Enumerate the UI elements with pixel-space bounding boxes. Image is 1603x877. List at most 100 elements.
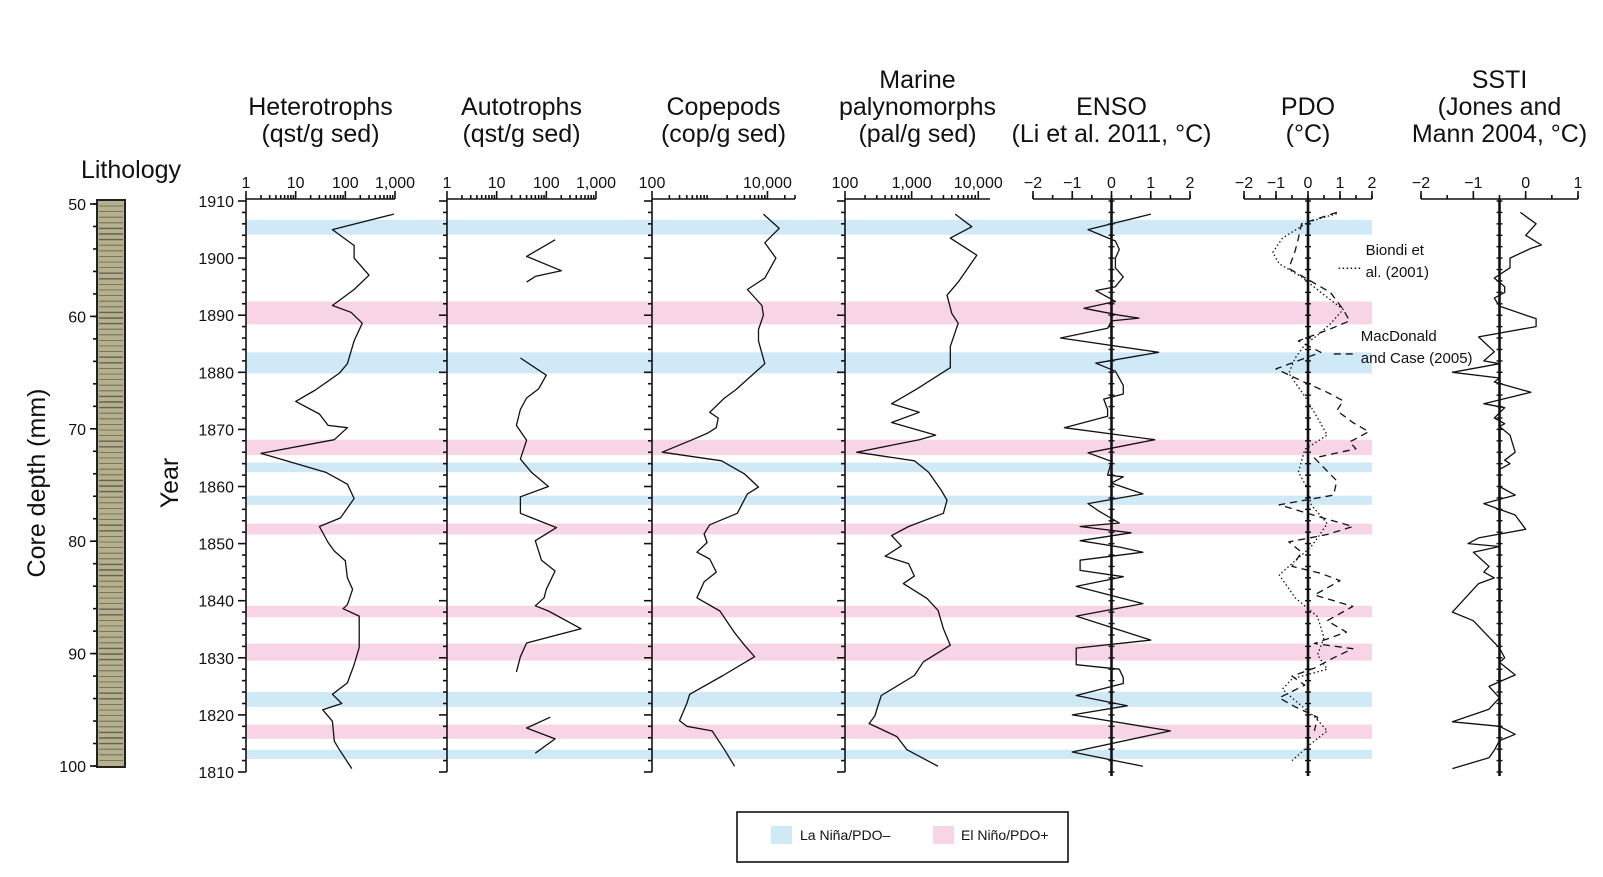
el-nino-band-4: [246, 643, 1372, 661]
panel-title-cop: (cop/g sed): [661, 120, 786, 148]
panel-title-cop: Copepods: [667, 93, 781, 121]
year-tick-label: 1890: [198, 308, 234, 325]
series-line-pdo-1-seg0: [1275, 211, 1370, 732]
x-tick-label-cop: 100: [639, 175, 666, 192]
year-tick-label: 1870: [198, 422, 234, 439]
depth-tick-label: 90: [68, 647, 86, 664]
legend: La Niña/PDO– El Niño/PDO+: [736, 811, 1069, 863]
el-nino-band-1: [246, 439, 1372, 456]
year-tick-label: 1860: [198, 480, 234, 497]
year-tick-label: 1900: [198, 251, 234, 268]
year-tick-label: 1880: [198, 365, 234, 382]
panel-title-het: Heterotrophs: [248, 93, 393, 121]
x-tick-label-aut: 1: [443, 175, 452, 192]
x-tick-label-pdo: −1: [1267, 175, 1285, 192]
panel-het: Heterotrophs(qst/g sed) 1 10 100 1,000: [238, 93, 415, 773]
climate-bands: [246, 219, 1372, 759]
year-axis-label: Year: [156, 458, 184, 509]
core-depth-label: Core depth (mm): [23, 389, 51, 578]
x-tick-label-enso: 0: [1107, 175, 1116, 192]
year-tick-label: 1850: [198, 537, 234, 554]
x-tick-label-het: 1: [242, 175, 251, 192]
x-tick-label-pal: 100: [832, 175, 859, 192]
la-nina-band-5: [246, 749, 1372, 759]
panel-title-pal: Marine: [879, 66, 955, 94]
depth-tick-label: 100: [59, 759, 86, 776]
year-tick-label: 1830: [198, 651, 234, 668]
el-nino-band-5: [246, 724, 1372, 739]
series-line-aut-seg2: [525, 716, 556, 754]
year-tick-label: 1810: [198, 765, 234, 782]
legend-swatch-la-nina: [771, 826, 792, 844]
pdo-annotation-text-0: Biondi et: [1366, 242, 1425, 259]
el-nino-band-0: [246, 301, 1372, 325]
panels: Heterotrophs(qst/g sed)1 10 100 1,000Autotr…: [238, 66, 1587, 776]
la-nina-band-1: [246, 352, 1372, 374]
year-tick-label: 1910: [198, 194, 234, 211]
legend-swatch-el-nino: [933, 826, 954, 844]
panel-enso: ENSO(Li et al. 2011, °C) −2 −1 0 1 2: [1012, 93, 1211, 776]
la-nina-band-2: [246, 462, 1372, 473]
depth-axis: 50 60 70 80 90 100: [59, 197, 97, 776]
panel-title-ssti: Mann 2004, °C): [1412, 120, 1587, 148]
year-ticks: 1910 1900 1890 1880 1870 1860 1850 1840 1830 1820…: [198, 194, 234, 782]
panel-title-ssti: (Jones and: [1438, 93, 1562, 121]
lithology-column: Lithology 50 60 70 80 90 100 Core depth (mm): [23, 156, 182, 776]
x-tick-label-enso: 1: [1146, 175, 1155, 192]
panel-title-pal: (pal/g sed): [858, 120, 976, 148]
lithology-strata: [99, 205, 123, 761]
x-tick-label-enso: 2: [1186, 175, 1195, 192]
pdo-annotation-text-1: MacDonald: [1361, 328, 1437, 345]
panel-cop: Copepods(cop/g sed) 100 10,000: [639, 93, 796, 773]
year-tick-label: 1840: [198, 594, 234, 611]
depth-tick-label: 60: [68, 309, 86, 326]
panel-title-ssti: SSTI: [1472, 66, 1528, 94]
x-tick-label-enso: −2: [1024, 175, 1042, 192]
year-tick-label: 1820: [198, 708, 234, 725]
series-line-aut-seg1: [515, 357, 582, 673]
pdo-annotation-text-0: al. (2001): [1366, 264, 1429, 281]
x-tick-label-ssti: 1: [1574, 175, 1583, 192]
x-tick-label-het: 100: [332, 175, 359, 192]
panel-title-pdo: PDO: [1281, 93, 1335, 121]
series-line-cop-seg0: [661, 213, 780, 767]
panel-title-aut: Autotrophs: [461, 93, 582, 121]
x-tick-label-pal: 1,000: [892, 175, 932, 192]
la-nina-band-0: [246, 219, 1372, 235]
x-tick-label-aut: 10: [488, 175, 506, 192]
legend-label-el-nino: El Niño/PDO+: [961, 827, 1049, 843]
panel-title-het: (qst/g sed): [261, 120, 379, 148]
series-line-aut-seg0: [525, 239, 562, 283]
pdo-annotation-text-1: and Case (2005): [1361, 350, 1473, 367]
x-tick-label-het: 1,000: [375, 175, 415, 192]
el-nino-band-2: [246, 523, 1372, 535]
depth-tick-label: 50: [68, 197, 86, 214]
la-nina-band-3: [246, 495, 1372, 505]
panel-pdo: PDO(°C) −2 −1 0 1 2 Biondi et al. (2001) MacDona…: [1235, 93, 1473, 776]
x-tick-label-pal: 10,000: [954, 175, 1003, 192]
el-nino-band-3: [246, 605, 1372, 618]
x-tick-label-pdo: 0: [1304, 175, 1313, 192]
series-line-pal-seg0: [856, 213, 978, 767]
series-line-het-seg0: [260, 213, 395, 769]
x-tick-label-aut: 1,000: [576, 175, 616, 192]
depth-tick-label: 80: [68, 534, 86, 551]
x-tick-label-het: 10: [287, 175, 305, 192]
legend-label-la-nina: La Niña/PDO–: [800, 827, 890, 843]
lithology-label: Lithology: [81, 156, 182, 184]
panel-title-enso: ENSO: [1076, 93, 1147, 121]
panel-aut: Autotrophs(qst/g sed) 1 10 100 1,000: [439, 93, 616, 773]
series-line-pdo-0-seg0: [1272, 212, 1344, 762]
depth-tick-label: 70: [68, 422, 86, 439]
panel-title-pdo: (°C): [1286, 120, 1331, 148]
x-tick-label-enso: −1: [1063, 175, 1081, 192]
panel-title-pal: palynomorphs: [839, 93, 996, 121]
lithology-core: [96, 199, 126, 768]
x-tick-label-pdo: 1: [1336, 175, 1345, 192]
x-tick-label-cop: 10,000: [743, 175, 792, 192]
x-tick-label-pdo: −2: [1235, 175, 1253, 192]
series-line-ssti-seg0: [1451, 211, 1543, 770]
